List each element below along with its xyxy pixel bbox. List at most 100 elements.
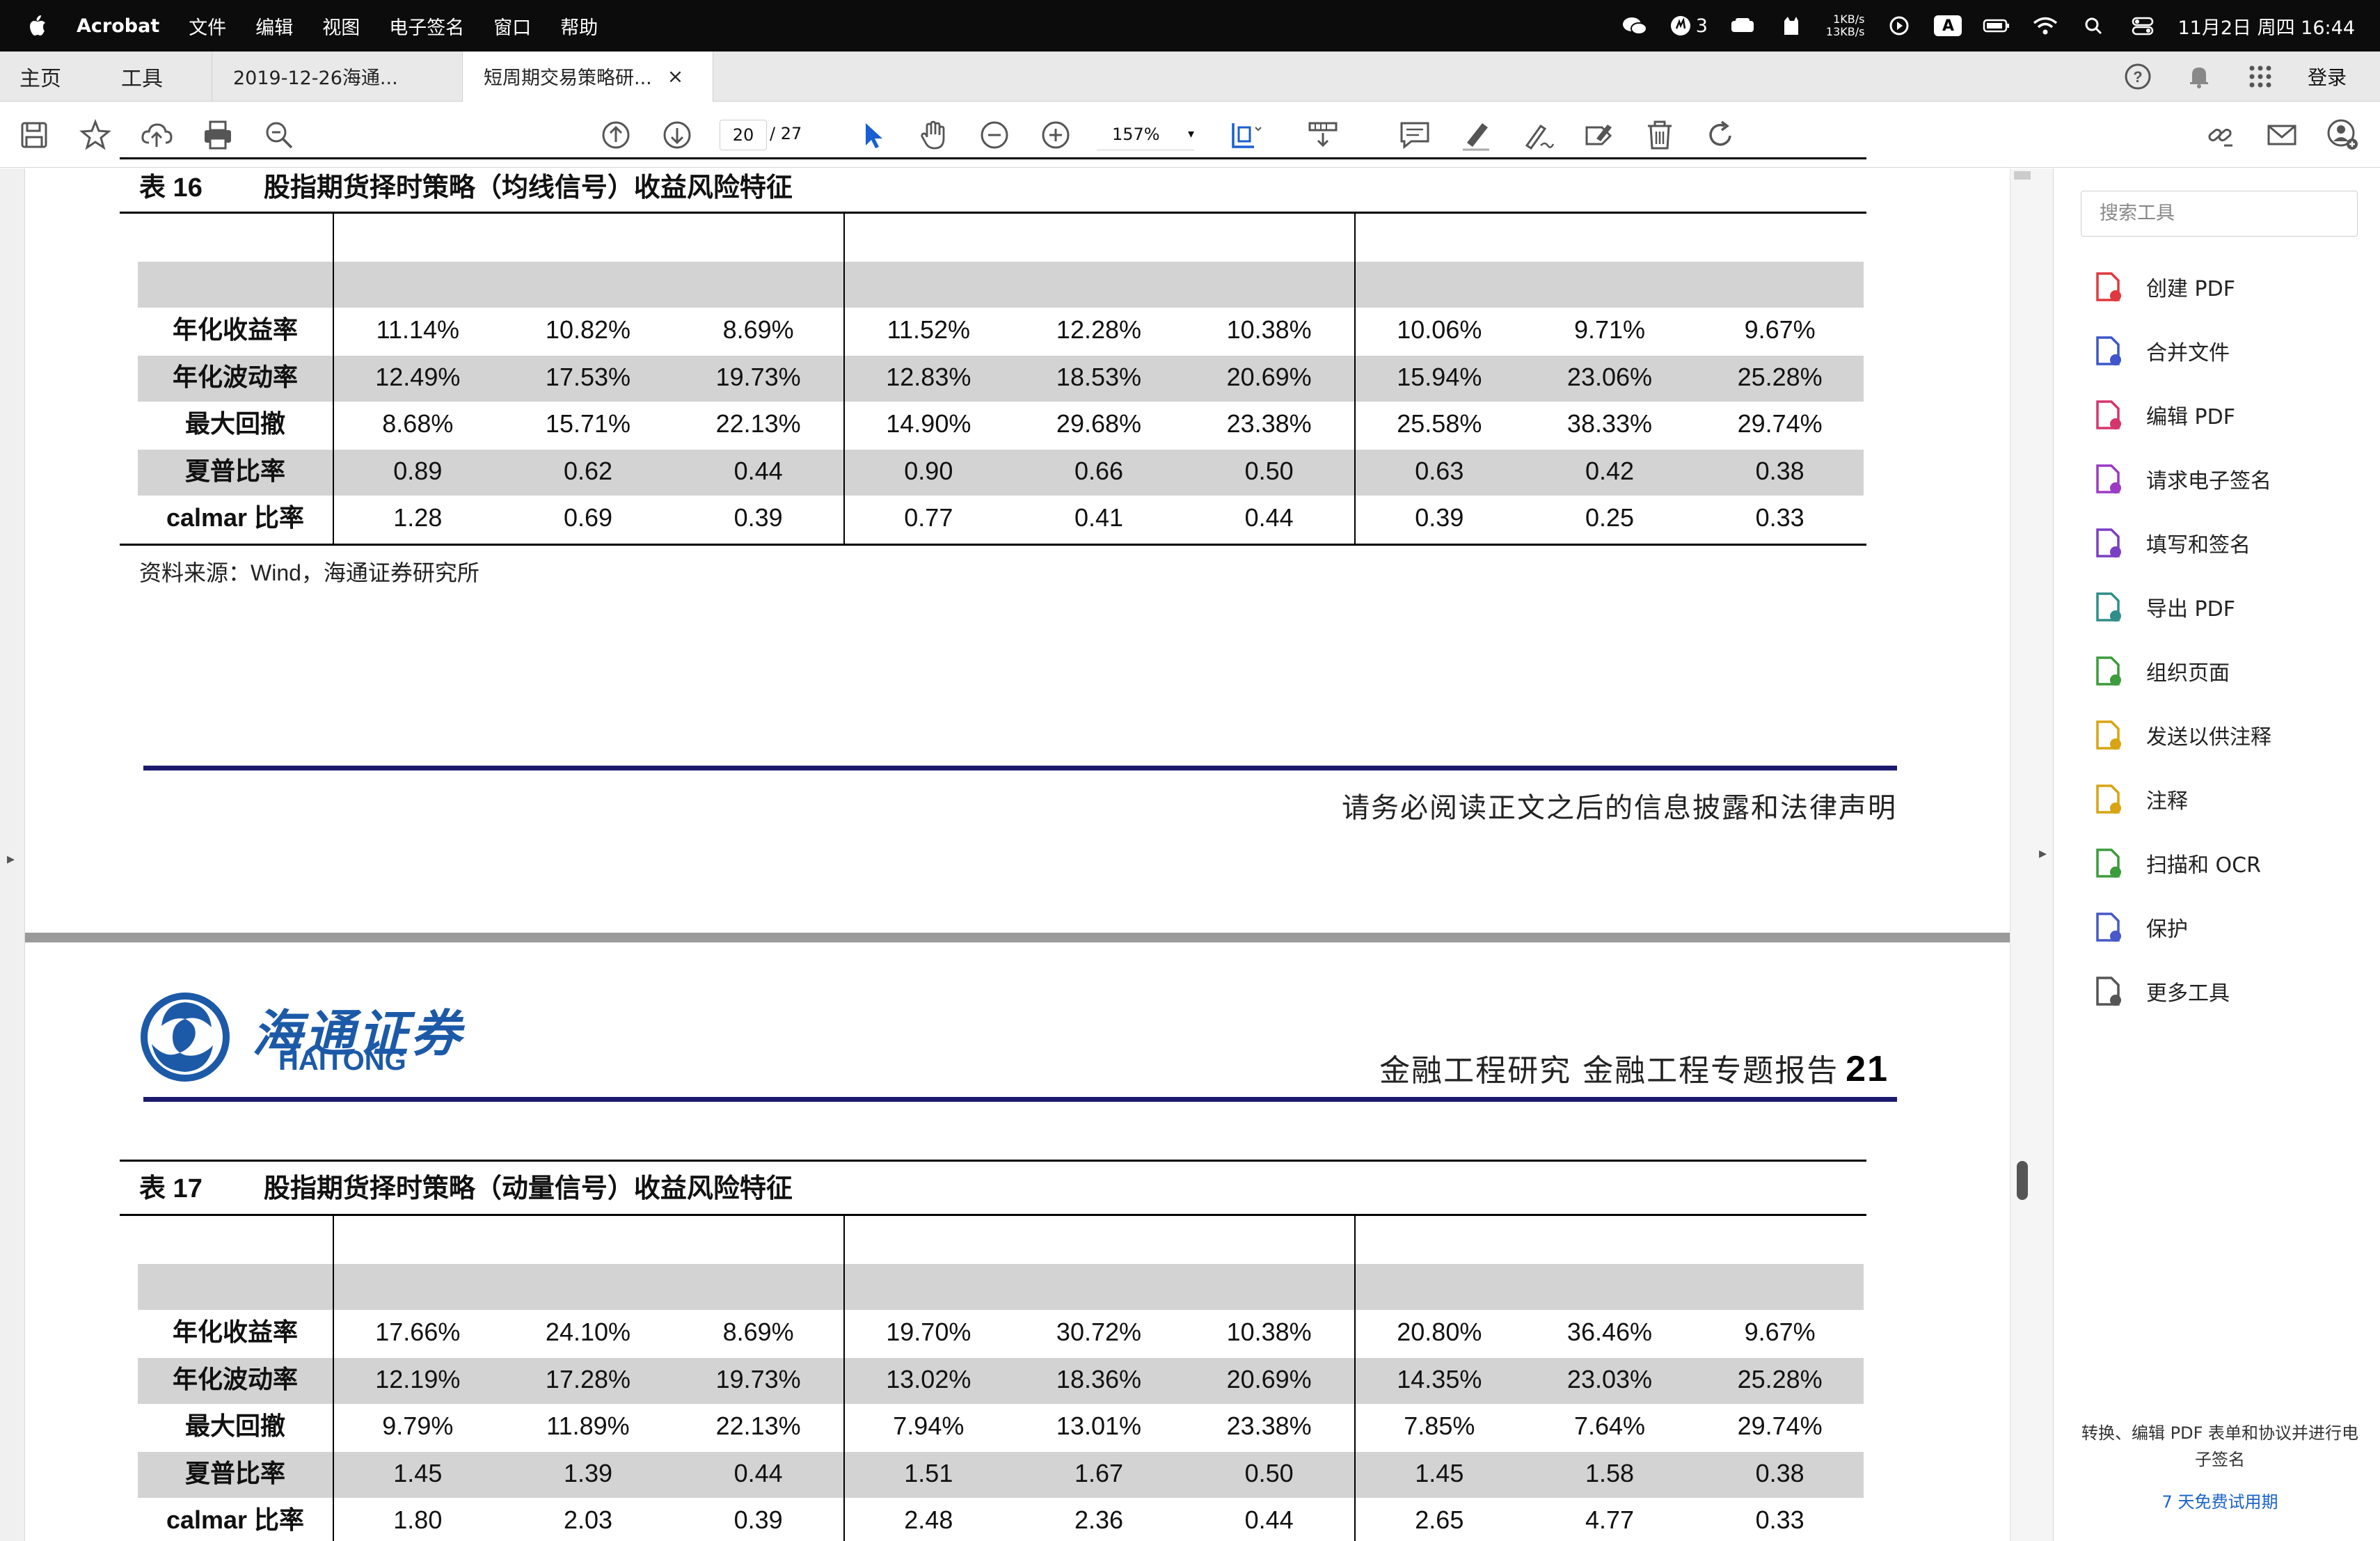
menu-window[interactable]: 窗口 [493, 17, 532, 39]
cloud-icon[interactable] [1729, 15, 1756, 36]
page-fit-icon[interactable] [1228, 118, 1262, 152]
table16-cell: 23.06% [1566, 362, 1653, 391]
protect-icon [2096, 912, 2121, 942]
notifications-bell-icon[interactable] [2185, 63, 2213, 90]
play-icon[interactable] [1885, 15, 1913, 36]
apple-menu-icon[interactable] [26, 14, 47, 38]
menu-help[interactable]: 帮助 [560, 17, 598, 39]
main-toolbar [0, 102, 2380, 257]
close-tab-icon[interactable]: × [667, 65, 684, 88]
table17-subheader [1354, 1263, 1525, 1309]
menu-view[interactable]: 视图 [322, 17, 360, 39]
table17-vline [333, 1214, 334, 1541]
tool-item[interactable]: 发送以供注释 [2091, 714, 2271, 756]
wifi-icon[interactable] [2031, 15, 2059, 36]
table16-vline [1354, 212, 1356, 544]
notification-app-icon[interactable]: 3 [1669, 15, 1708, 37]
bookmark-star-icon[interactable] [78, 118, 113, 152]
page-number-input[interactable]: 20 [720, 120, 767, 150]
menu-edit[interactable]: 编辑 [255, 17, 294, 39]
stamp-edit-icon[interactable] [1581, 118, 1616, 152]
scroll-mode-icon[interactable] [1306, 118, 1340, 152]
table16-vline [333, 212, 334, 544]
table16-cell: 1.28 [393, 503, 443, 532]
share-link-icon[interactable] [2203, 118, 2238, 152]
left-panel-collapsed[interactable]: ▸ [0, 168, 25, 1541]
tool-item[interactable]: 请求电子签名 [2091, 458, 2271, 500]
zoom-select[interactable]: 157% ▾ [1097, 120, 1194, 150]
tool-item[interactable]: 扫描和 OCR [2091, 842, 2261, 884]
tool-item[interactable]: 更多工具 [2091, 970, 2230, 1012]
tool-item[interactable]: 编辑 PDF [2091, 394, 2235, 436]
svg-text:?: ? [2133, 68, 2142, 86]
zoom-out-icon[interactable] [977, 118, 1012, 152]
add-user-icon[interactable] [2326, 118, 2361, 152]
comment-icon[interactable] [1397, 118, 1432, 152]
login-button[interactable]: 登录 [2307, 66, 2347, 89]
tool-item[interactable]: 创建 PDF [2091, 266, 2235, 308]
table17-cell: 7.64% [1573, 1412, 1646, 1440]
collapse-right-panel-icon[interactable]: ▸ [2039, 845, 2047, 862]
apps-grid-icon[interactable] [2246, 63, 2274, 90]
hand-pan-icon[interactable] [916, 118, 951, 152]
document-tab-1[interactable]: 2019-12-26海通... [212, 51, 462, 102]
upload-cloud-icon[interactable] [139, 118, 174, 152]
table16-subheader [1014, 260, 1184, 306]
table17-cell: 8.69% [722, 1318, 794, 1346]
table16-row-label: 最大回撤 [184, 409, 285, 438]
table17-cell: 36.46% [1566, 1318, 1653, 1346]
table16-row-label: 年化波动率 [172, 362, 298, 392]
table16-vline [843, 212, 845, 544]
cat-icon[interactable] [1777, 15, 1805, 36]
table-16-source: 资料来源：Wind，海通证券研究所 [139, 560, 479, 586]
table16-group-ih [333, 213, 843, 259]
menu-file[interactable]: 文件 [189, 17, 227, 39]
help-icon[interactable]: ? [2124, 63, 2152, 90]
menu-esign[interactable]: 电子签名 [389, 17, 465, 39]
battery-icon[interactable] [1983, 15, 2010, 36]
tool-item[interactable]: 填写和签名 [2091, 522, 2251, 564]
app-menu[interactable]: Acrobat [77, 15, 160, 37]
email-icon[interactable] [2264, 118, 2299, 152]
table16-group-if [843, 213, 1354, 259]
expand-left-panel-icon[interactable]: ▸ [7, 851, 15, 868]
sign-pen-icon[interactable] [1520, 118, 1555, 152]
control-center-icon[interactable] [2129, 15, 2157, 36]
print-icon[interactable] [200, 118, 235, 152]
table17-cell: 25.28% [1737, 1364, 1823, 1393]
home-tab[interactable]: 主页 [19, 66, 61, 91]
search-tools-input[interactable]: 搜索工具 [2081, 191, 2358, 237]
free-trial-link[interactable]: 7 天免费试用期 [2161, 1492, 2278, 1512]
select-cursor-icon[interactable] [855, 118, 889, 152]
table17-row-label: 年化收益率 [172, 1318, 298, 1347]
table17-cell: 0.38 [1755, 1458, 1804, 1487]
zoom-in-icon[interactable] [1038, 118, 1073, 152]
highlight-pen-icon[interactable] [1459, 118, 1493, 152]
document-tab-2-label: 短周期交易策略研... [484, 68, 652, 89]
scrollbar-thumb[interactable] [2017, 1161, 2028, 1200]
vertical-scrollbar[interactable] [2010, 168, 2053, 1541]
table17-cell: 23.03% [1566, 1364, 1653, 1393]
input-method-indicator[interactable]: A [1934, 15, 1962, 36]
previous-page-icon[interactable] [598, 118, 633, 152]
tool-item[interactable]: 保护 [2091, 906, 2188, 948]
save-icon[interactable] [17, 118, 51, 152]
delete-trash-icon[interactable] [1642, 118, 1677, 152]
rotate-icon[interactable] [1704, 118, 1738, 152]
wechat-icon[interactable] [1621, 15, 1649, 36]
next-page-icon[interactable] [660, 118, 695, 152]
clock[interactable]: 11月2日 周四 16:44 [2177, 17, 2355, 39]
zoom-search-icon[interactable] [262, 118, 296, 152]
document-tab-2[interactable]: 短周期交易策略研... × [462, 51, 713, 102]
table17-cell: 0.44 [733, 1458, 783, 1487]
table17-row-band [138, 1451, 1864, 1498]
tool-item[interactable]: 注释 [2091, 778, 2188, 820]
table17-cell: 0.39 [733, 1506, 783, 1534]
tool-item[interactable]: 导出 PDF [2091, 586, 2235, 628]
tool-item[interactable]: 组织页面 [2091, 650, 2230, 692]
tool-item[interactable]: 合并文件 [2091, 330, 2230, 372]
tool-item-label: 创建 PDF [2146, 277, 2235, 301]
tools-tab[interactable]: 工具 [121, 66, 163, 91]
table17-row-label: 夏普比率 [184, 1458, 285, 1488]
spotlight-search-icon[interactable] [2080, 15, 2108, 36]
